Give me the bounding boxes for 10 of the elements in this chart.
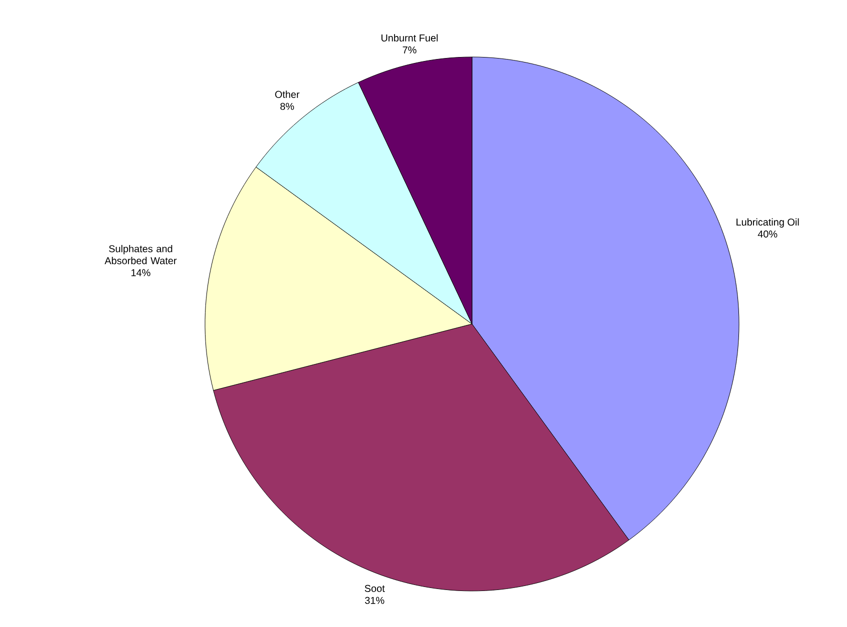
slice-label: Unburnt Fuel bbox=[381, 34, 438, 42]
data-label: 40% bbox=[758, 230, 778, 238]
data-label: 31% bbox=[365, 596, 384, 604]
data-label: 7% bbox=[402, 46, 416, 54]
slice-label: Sulphates and Absorbed Water bbox=[104, 244, 177, 264]
slice-label: Lubricating Oil bbox=[736, 218, 799, 228]
slice-label: Other bbox=[275, 90, 300, 98]
data-label: 14% bbox=[131, 269, 150, 276]
data-label: 8% bbox=[280, 102, 294, 110]
slice-label: Soot bbox=[364, 584, 385, 592]
